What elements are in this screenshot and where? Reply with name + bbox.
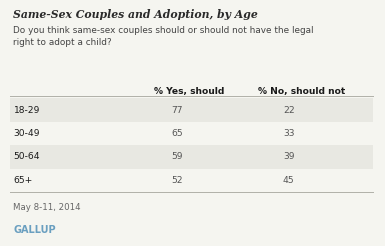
- Text: GALLUP: GALLUP: [13, 225, 56, 235]
- Text: 65: 65: [171, 129, 183, 138]
- Bar: [10, 98, 373, 122]
- Text: 39: 39: [283, 152, 295, 161]
- Text: 65+: 65+: [13, 176, 33, 185]
- Text: 33: 33: [283, 129, 295, 138]
- Text: 52: 52: [171, 176, 183, 185]
- Bar: [10, 145, 373, 169]
- Text: 22: 22: [283, 106, 295, 115]
- Text: 59: 59: [171, 152, 183, 161]
- Text: 77: 77: [171, 106, 183, 115]
- Text: 50-64: 50-64: [13, 152, 40, 161]
- Text: 45: 45: [283, 176, 295, 185]
- Text: Do you think same-sex couples should or should not have the legal
right to adopt: Do you think same-sex couples should or …: [13, 26, 314, 47]
- Text: May 8-11, 2014: May 8-11, 2014: [13, 203, 81, 212]
- Text: % No, should not: % No, should not: [258, 87, 345, 96]
- Text: 18-29: 18-29: [13, 106, 40, 115]
- Text: 30-49: 30-49: [13, 129, 40, 138]
- Text: Same-Sex Couples and Adoption, by Age: Same-Sex Couples and Adoption, by Age: [13, 9, 258, 20]
- Text: % Yes, should: % Yes, should: [154, 87, 224, 96]
